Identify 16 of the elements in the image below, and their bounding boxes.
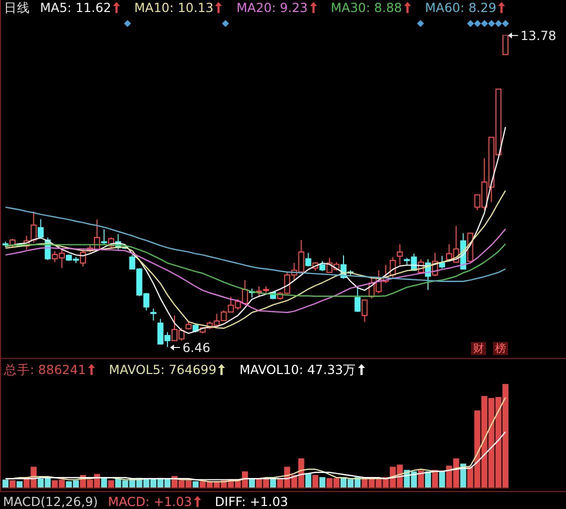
- text: MA5: 11.62: [40, 0, 112, 15]
- legend-label: MAVOL10: 47.33万: [239, 362, 356, 377]
- legend-label: 总手: 886241: [4, 362, 86, 377]
- chart-title: 日线: [4, 0, 30, 15]
- annotation: 榜: [493, 342, 508, 355]
- text: MA60: 8.29: [425, 0, 496, 15]
- text: MACD: +1.03: [108, 494, 193, 509]
- text: MA20: 9.23: [236, 0, 308, 15]
- text: MACD(12,26,9): [3, 494, 98, 509]
- text: MA10: 10.13: [134, 0, 214, 15]
- annotation: 6.46: [181, 340, 210, 354]
- text: DIFF: +1.03: [214, 494, 288, 509]
- annotation: 财: [471, 342, 486, 355]
- text: 13.78: [519, 28, 556, 42]
- legend-label: MAVOL5: 764699: [108, 362, 216, 377]
- text: MA30: 8.88: [330, 0, 402, 15]
